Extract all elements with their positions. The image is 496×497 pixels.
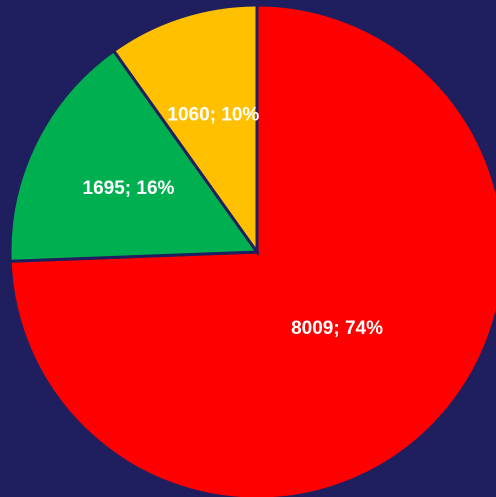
pie-slice xyxy=(111,3,259,257)
data-label: 1060; 10% xyxy=(167,105,259,126)
pie-slice xyxy=(8,3,496,497)
pie-slice xyxy=(8,48,260,263)
data-label: 1695; 16% xyxy=(83,178,175,199)
data-label: 8009; 74% xyxy=(291,318,383,339)
